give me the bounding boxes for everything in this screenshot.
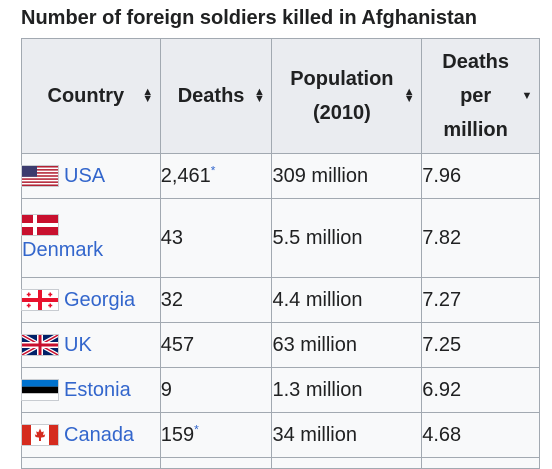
country-cell: USA	[21, 153, 161, 199]
us-flag-icon	[22, 166, 58, 186]
canada-flag-icon	[22, 425, 58, 445]
per-million-cell: 4.68	[421, 412, 540, 458]
country-link[interactable]: Canada	[64, 423, 135, 446]
header-row: Country ▲ ▼ Deaths ▲ ▼ Population (2010) ▲…	[21, 38, 540, 154]
deaths-cell: 9	[159, 367, 273, 413]
deaths-cell: 43	[159, 198, 273, 278]
table-row: Canada 159* 34 million 4.68	[21, 412, 540, 458]
estonia-flag-icon	[22, 380, 58, 400]
partial-cell	[271, 457, 423, 469]
note-marker[interactable]: *	[210, 162, 216, 177]
country-link[interactable]: UK	[64, 333, 92, 356]
population-cell: 1.3 million	[271, 367, 423, 413]
partial-cell	[21, 457, 161, 469]
header-country[interactable]: Country ▲ ▼	[21, 38, 161, 154]
table-row: USA 2,461* 309 million 7.96	[21, 153, 540, 199]
header-population-label: Population (2010)	[280, 62, 403, 130]
country-cell: Estonia	[21, 367, 161, 413]
deaths-value: 159	[160, 423, 195, 446]
deaths-cell: 2,461*	[159, 153, 273, 199]
header-population-line2: (2010)	[312, 102, 371, 124]
header-country-label: Country	[47, 85, 125, 107]
table-caption: Number of foreign soldiers killed in Afg…	[21, 7, 477, 29]
per-million-cell: 7.82	[421, 198, 540, 278]
country-link[interactable]: Georgia	[64, 288, 136, 311]
header-per-million-line3: million	[443, 119, 508, 141]
population-cell: 5.5 million	[271, 198, 423, 278]
deaths-value: 2,461	[160, 164, 211, 187]
deaths-cell: 32	[159, 277, 273, 323]
country-link[interactable]: Estonia	[64, 378, 131, 401]
deaths-value: 43	[160, 226, 183, 249]
deaths-value: 32	[160, 288, 183, 311]
population-cell: 63 million	[271, 322, 423, 368]
per-million-cell: 7.25	[421, 322, 540, 368]
table-row: Denmark 43 5.5 million 7.82	[21, 198, 540, 278]
uk-flag-icon	[21, 333, 59, 357]
header-deaths[interactable]: Deaths ▲ ▼	[159, 38, 273, 154]
country-cell: UK	[21, 322, 161, 368]
deaths-value: 9	[160, 378, 172, 401]
table-row: Georgia 32 4.4 million 7.27	[21, 277, 540, 323]
header-per-million-line2: per	[460, 85, 492, 107]
sort-both-icon[interactable]: ▲ ▼	[254, 86, 265, 105]
denmark-flag-icon	[22, 214, 58, 235]
note-marker[interactable]: *	[194, 421, 199, 436]
header-per-million-label: Deaths per million	[430, 45, 521, 147]
header-population-line1: Population	[290, 68, 394, 90]
soldiers-killed-table: Country ▲ ▼ Deaths ▲ ▼ Population (2010) ▲…	[21, 38, 540, 469]
sort-descending-icon[interactable]: ▼	[521, 90, 533, 102]
table-row: UK 457 63 million 7.25	[21, 322, 540, 368]
header-deaths-label: Deaths	[177, 85, 245, 107]
header-population[interactable]: Population (2010) ▲ ▼	[271, 38, 423, 154]
partial-cell	[421, 457, 540, 469]
population-cell: 34 million	[271, 412, 423, 458]
table-row: Estonia 9 1.3 million 6.92	[21, 367, 540, 413]
country-link[interactable]: Denmark	[22, 238, 104, 261]
country-cell: Denmark	[21, 198, 161, 278]
deaths-cell: 457	[159, 322, 273, 368]
per-million-cell: 7.96	[421, 153, 540, 199]
per-million-cell: 7.27	[421, 277, 540, 323]
country-cell: Canada	[21, 412, 161, 458]
country-link[interactable]: USA	[64, 164, 106, 187]
sort-both-icon[interactable]: ▲ ▼	[142, 86, 154, 105]
per-million-cell: 6.92	[421, 367, 540, 413]
population-cell: 4.4 million	[271, 277, 423, 323]
header-deaths-per-million[interactable]: Deaths per million ▼	[421, 38, 540, 154]
partial-cell	[159, 457, 273, 469]
population-cell: 309 million	[271, 153, 423, 199]
deaths-value: 457	[160, 333, 195, 356]
georgia-flag-icon	[22, 290, 58, 310]
table-row-partial	[21, 457, 540, 469]
deaths-cell: 159*	[159, 412, 273, 458]
country-cell: Georgia	[21, 277, 161, 323]
header-per-million-line1: Deaths	[442, 51, 509, 73]
sort-both-icon[interactable]: ▲ ▼	[403, 86, 415, 105]
